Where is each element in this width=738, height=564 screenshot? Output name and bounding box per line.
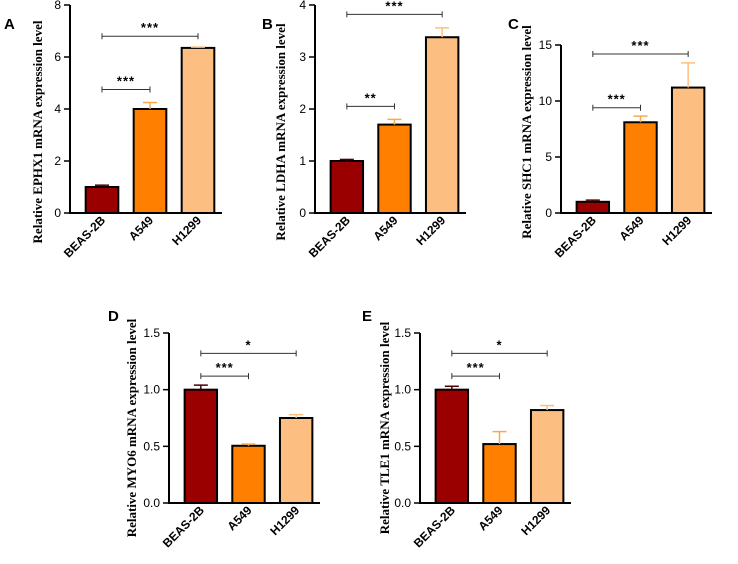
significance-label-b-1: **: [365, 90, 377, 105]
significance-label-a-2: ***: [141, 20, 159, 35]
panel-letter-e: E: [362, 308, 372, 325]
y-axis-label-c: Relative SHC1 mRNA expression level: [519, 25, 534, 239]
category-label-d-2: A549: [224, 503, 254, 533]
significance-label-e-1: ***: [467, 360, 485, 375]
category-label-c-1: BEAS-2B: [552, 213, 599, 260]
y-axis-label-a: Relative EPHX1 mRNA expression level: [30, 20, 45, 243]
bar-e-1: [434, 388, 470, 504]
panel-a: A Relative EPHX1 mRNA expression level 0…: [4, 0, 222, 260]
significance-label-c-1: ***: [608, 92, 626, 107]
y-tick-label-b-5: 4: [299, 0, 306, 12]
category-label-c-3: H1299: [659, 213, 694, 248]
bar-d-2: [231, 444, 266, 504]
bar-b-2: [377, 123, 412, 214]
category-label-d-3: H1299: [267, 503, 302, 538]
bar-d-1: [183, 388, 219, 504]
y-tick-label-c-1: 0: [545, 206, 552, 220]
significance-label-e-2: *: [496, 337, 502, 352]
y-tick-label-e-2: 0.5: [394, 439, 411, 453]
y-tick-label-a-2: 2: [54, 154, 61, 168]
panel-c: C Relative SHC1 mRNA expression level 0 5…: [508, 16, 712, 260]
y-tick-label-b-3: 2: [299, 102, 306, 116]
y-tick-label-a-1: 0: [54, 206, 61, 220]
panel-letter-a: A: [4, 16, 15, 33]
panel-letter-c: C: [508, 16, 519, 33]
y-tick-label-d-1: 0.0: [143, 496, 160, 510]
bar-b-1: [329, 160, 365, 214]
y-tick-label-c-2: 5: [545, 150, 552, 164]
panel-d: D Relative MYO6 mRNA expression level 0.…: [108, 308, 320, 550]
category-label-d-1: BEAS-2B: [160, 503, 207, 550]
y-tick-label-e-4: 1.5: [394, 326, 411, 340]
y-tick-label-a-3: 4: [54, 102, 61, 116]
y-axis-label-b: Relative LDHA mRNA expression level: [273, 23, 288, 241]
bar-c-2: [623, 121, 658, 214]
y-tick-label-c-3: 10: [539, 94, 553, 108]
significance-label-a-1: ***: [117, 74, 135, 89]
category-label-e-3: H1299: [518, 503, 553, 538]
category-label-a-2: A549: [126, 213, 156, 243]
y-tick-label-b-1: 0: [299, 206, 306, 220]
category-label-c-2: A549: [616, 213, 646, 243]
bar-d-3: [278, 417, 314, 504]
category-label-a-1: BEAS-2B: [61, 213, 108, 260]
bar-b-3: [424, 36, 460, 214]
panel-letter-d: D: [108, 308, 119, 325]
category-label-b-2: A549: [370, 213, 400, 243]
bar-a-1: [84, 186, 120, 214]
y-tick-label-b-2: 1: [299, 154, 306, 168]
significance-label-d-2: *: [245, 337, 251, 352]
significance-label-c-2: ***: [631, 38, 649, 53]
bar-a-3: [180, 46, 216, 215]
y-tick-label-b-4: 3: [299, 50, 306, 64]
category-label-b-3: H1299: [413, 213, 448, 248]
panel-b: B Relative LDHA mRNA expression level 0 1…: [262, 0, 466, 260]
category-label-b-1: BEAS-2B: [306, 213, 353, 260]
significance-label-b-2: ***: [385, 0, 403, 13]
y-tick-label-c-4: 15: [539, 38, 553, 52]
y-tick-label-d-3: 1.0: [143, 383, 160, 397]
bar-e-2: [482, 443, 517, 505]
y-tick-label-d-4: 1.5: [143, 326, 160, 340]
panel-letter-b: B: [262, 16, 273, 33]
bar-a-2: [132, 108, 168, 214]
significance-label-d-1: ***: [216, 360, 234, 375]
y-tick-label-e-3: 1.0: [394, 383, 411, 397]
category-label-a-3: H1299: [169, 213, 204, 248]
y-tick-label-e-1: 0.0: [394, 496, 411, 510]
category-label-e-1: BEAS-2B: [411, 503, 458, 550]
bar-e-3: [529, 409, 565, 505]
y-tick-label-a-5: 8: [54, 0, 61, 12]
bar-c-1: [575, 200, 611, 215]
bar-c-3: [670, 86, 706, 214]
y-tick-label-a-4: 6: [54, 50, 61, 64]
y-axis-label-d: Relative MYO6 mRNA expression level: [124, 318, 139, 537]
category-label-e-2: A549: [475, 503, 505, 533]
y-tick-label-d-2: 0.5: [143, 439, 160, 453]
panel-e: E Relative TLE1 mRNA expression level 0.…: [362, 308, 571, 550]
y-axis-label-e: Relative TLE1 mRNA expression level: [377, 321, 392, 534]
